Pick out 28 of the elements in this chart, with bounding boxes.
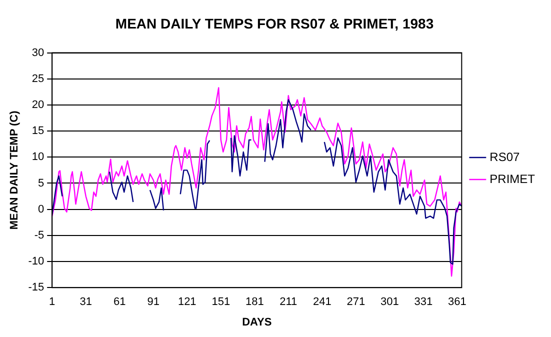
y-tick-label: -5: [34, 229, 44, 242]
chart-title: MEAN DAILY TEMPS FOR RS07 & PRIMET, 1983: [115, 15, 434, 32]
x-tick-label: 181: [245, 296, 264, 308]
y-tick-label: 10: [32, 151, 44, 164]
y-tick-label: 25: [32, 72, 44, 85]
x-axis-title: DAYS: [242, 316, 272, 328]
y-tick-label: 30: [32, 46, 44, 59]
x-tick-label: 61: [113, 296, 126, 308]
y-tick-label: -15: [28, 282, 44, 294]
legend-label: RS07: [490, 150, 520, 164]
x-tick-label: 91: [147, 296, 160, 308]
y-tick-label: 0: [38, 203, 44, 216]
x-tick-label: 31: [80, 296, 92, 308]
x-tick-label: 331: [414, 296, 433, 308]
x-tick-label: 301: [380, 296, 399, 308]
legend-label: PRIMET: [490, 172, 536, 186]
x-tick-label: 151: [212, 296, 230, 308]
y-tick-label: 5: [38, 177, 44, 190]
x-tick-label: 241: [312, 296, 332, 308]
x-tick-label: 121: [178, 296, 196, 308]
x-tick-label: 361: [448, 296, 466, 308]
x-tick-label: 1: [49, 296, 56, 308]
y-axis-title: MEAN DAILY TEMP (C): [8, 110, 21, 230]
x-tick-label: 271: [346, 296, 366, 308]
y-tick-label: -10: [28, 256, 44, 268]
y-tick-label: 20: [32, 99, 44, 112]
y-tick-label: 15: [32, 125, 44, 138]
x-tick-label: 211: [280, 296, 298, 308]
